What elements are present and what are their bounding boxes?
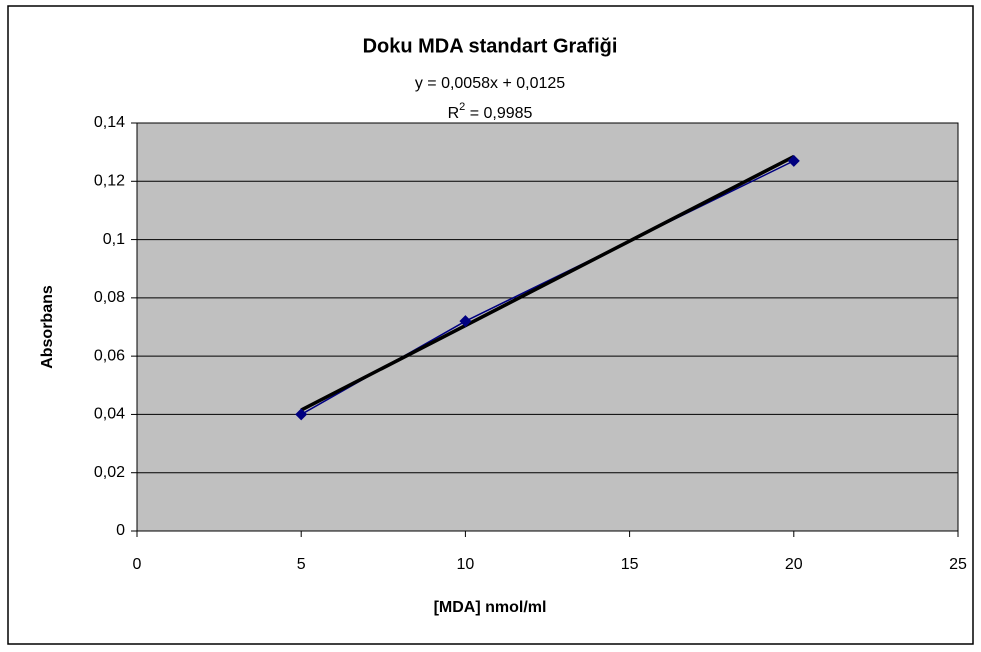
r-rest: = 0,9985 <box>465 105 532 122</box>
y-tick-label: 0,12 <box>94 173 125 190</box>
y-axis-label: Absorbans <box>39 285 56 369</box>
point <box>295 408 308 421</box>
r-sup: 2 <box>459 101 465 113</box>
x-tick-label: 15 <box>621 556 639 573</box>
chart-title: Doku MDA standart Grafiği <box>363 35 618 57</box>
x-tick-label: 5 <box>297 556 306 573</box>
trend-equation: y = 0,0058x + 0,0125 <box>415 75 565 92</box>
x-tick-label: 10 <box>457 556 475 573</box>
r-squared: R2 = 0,9985 <box>448 101 533 122</box>
y-tick-label: 0,04 <box>94 406 125 423</box>
y-tick-label: 0 <box>116 522 125 539</box>
point <box>787 154 800 167</box>
x-tick-label: 0 <box>133 556 142 573</box>
y-tick-label: 0,14 <box>94 114 125 131</box>
y-tick-label: 0,06 <box>94 347 125 364</box>
plot-area <box>136 122 959 532</box>
point <box>459 315 472 328</box>
y-tick-label: 0,02 <box>94 464 125 481</box>
x-tick-label: 20 <box>785 556 803 573</box>
r-base: R <box>448 105 460 122</box>
x-tick-label: 25 <box>949 556 967 573</box>
trendline <box>300 154 795 412</box>
y-tick-label: 0,08 <box>94 289 125 306</box>
x-axis-label: [MDA] nmol/ml <box>434 599 547 616</box>
y-tick-label: 0,1 <box>103 231 125 248</box>
